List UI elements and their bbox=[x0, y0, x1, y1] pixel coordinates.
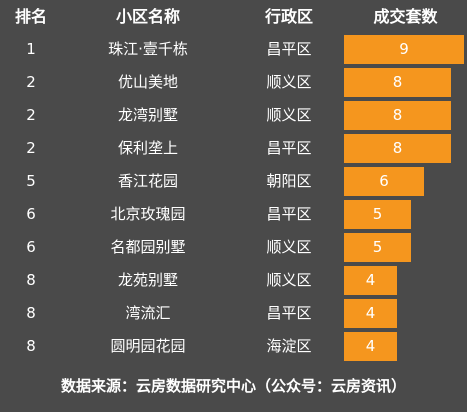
rank-cell: 2 bbox=[26, 106, 36, 124]
rank-cell: 8 bbox=[26, 304, 36, 322]
table-row: 8 圆明园花园 海淀区 4 bbox=[0, 330, 467, 363]
community-name-cell: 北京玫瑰园 bbox=[110, 205, 186, 223]
count-bar bbox=[344, 101, 451, 130]
count-bar bbox=[344, 332, 397, 361]
community-name-cell: 名都园别墅 bbox=[110, 238, 186, 256]
rank-cell: 8 bbox=[26, 271, 36, 289]
count-label: 5 bbox=[372, 238, 383, 256]
count-label: 4 bbox=[365, 271, 376, 289]
district-cell: 顺义区 bbox=[266, 106, 312, 124]
table-row: 6 名都园别墅 顺义区 5 bbox=[0, 231, 467, 264]
table-row: 2 优山美地 顺义区 8 bbox=[0, 66, 467, 99]
community-name-cell: 圆明园花园 bbox=[110, 337, 186, 355]
header-name: 小区名称 bbox=[115, 7, 180, 26]
table-header: 排名 小区名称 行政区 成交套数 bbox=[0, 0, 467, 34]
count-bar bbox=[344, 299, 397, 328]
count-bar bbox=[344, 68, 451, 97]
count-label: 4 bbox=[365, 337, 376, 355]
table-row: 6 北京玫瑰园 昌平区 5 bbox=[0, 198, 467, 231]
count-bar bbox=[344, 200, 411, 229]
district-cell: 昌平区 bbox=[266, 139, 312, 157]
table-row: 2 龙湾别墅 顺义区 8 bbox=[0, 99, 467, 132]
community-name-cell: 湾流汇 bbox=[125, 304, 171, 322]
count-label: 8 bbox=[392, 106, 403, 124]
district-cell: 昌平区 bbox=[266, 205, 312, 223]
district-cell: 顺义区 bbox=[266, 238, 312, 256]
count-bar bbox=[344, 35, 464, 64]
rank-cell: 5 bbox=[26, 172, 36, 190]
count-bar bbox=[344, 167, 424, 196]
table-row: 8 龙苑别墅 顺义区 4 bbox=[0, 264, 467, 297]
count-label: 8 bbox=[392, 139, 403, 157]
count-label: 6 bbox=[379, 172, 389, 190]
table-row: 8 湾流汇 昌平区 4 bbox=[0, 297, 467, 330]
header-district: 行政区 bbox=[264, 7, 313, 26]
count-label: 8 bbox=[392, 73, 403, 91]
rank-cell: 2 bbox=[26, 139, 36, 157]
header-count: 成交套数 bbox=[373, 7, 438, 26]
rank-cell: 6 bbox=[26, 205, 36, 223]
count-label: 9 bbox=[399, 40, 409, 58]
rank-cell: 6 bbox=[26, 238, 36, 256]
district-cell: 昌平区 bbox=[266, 40, 312, 58]
district-cell: 朝阳区 bbox=[266, 172, 312, 190]
header-rank: 排名 bbox=[14, 7, 47, 26]
district-cell: 昌平区 bbox=[266, 304, 312, 322]
district-cell: 顺义区 bbox=[266, 73, 312, 91]
community-name-cell: 保利垄上 bbox=[117, 139, 178, 157]
count-bar bbox=[344, 266, 397, 295]
count-label: 4 bbox=[365, 304, 376, 322]
table-row: 1 珠江·壹千栋 昌平区 9 bbox=[0, 33, 467, 66]
table-row: 2 保利垄上 昌平区 8 bbox=[0, 132, 467, 165]
count-bar bbox=[344, 233, 411, 262]
community-name-cell: 优山美地 bbox=[117, 73, 178, 91]
table-row: 5 香江花园 朝阳区 6 bbox=[0, 165, 467, 198]
count-label: 5 bbox=[372, 205, 383, 223]
community-name-cell: 龙湾别墅 bbox=[117, 106, 178, 124]
community-name-cell: 珠江·壹千栋 bbox=[108, 40, 188, 58]
count-bar bbox=[344, 134, 451, 163]
rank-cell: 8 bbox=[26, 337, 36, 355]
district-cell: 海淀区 bbox=[266, 337, 312, 355]
community-name-cell: 香江花园 bbox=[117, 172, 178, 190]
district-cell: 顺义区 bbox=[266, 271, 312, 289]
community-name-cell: 龙苑别墅 bbox=[117, 271, 178, 289]
rank-cell: 1 bbox=[26, 40, 36, 58]
rank-cell: 2 bbox=[26, 73, 36, 91]
data-source-footer: 数据来源：云房数据研究中心（公众号：云房资讯） bbox=[60, 377, 406, 395]
